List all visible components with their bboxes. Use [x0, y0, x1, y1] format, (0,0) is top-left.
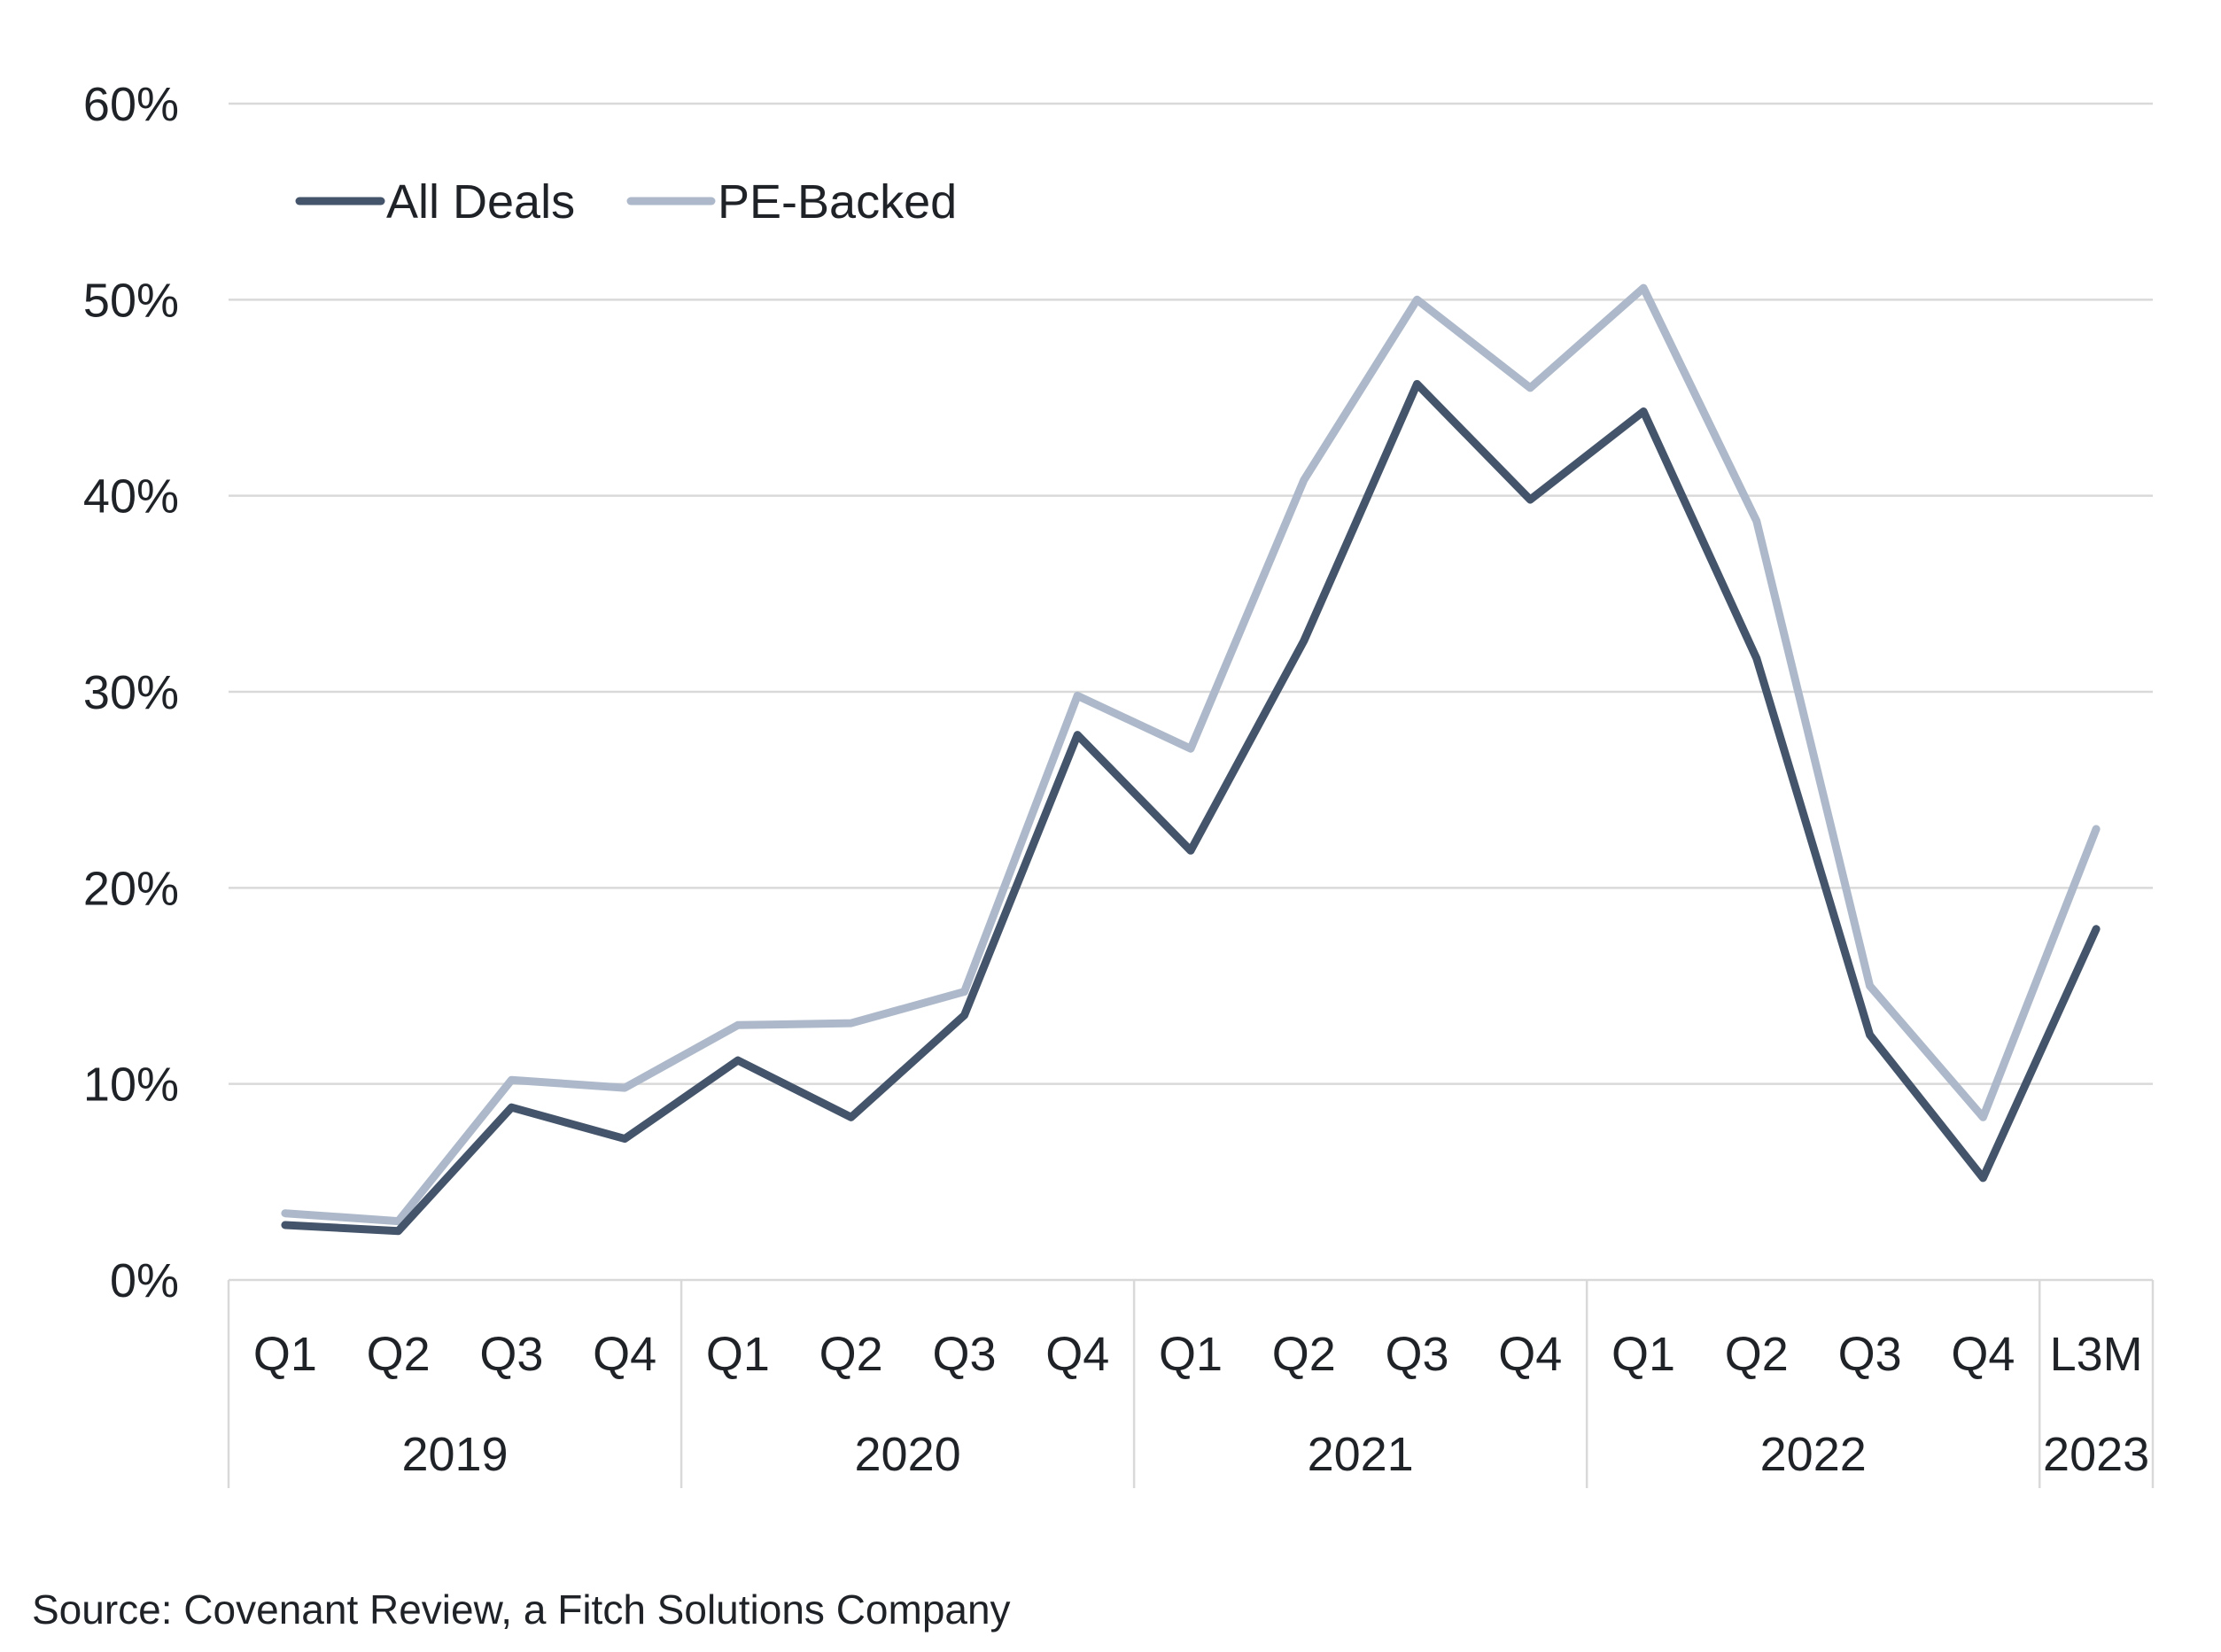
legend-label: All Deals [386, 175, 575, 229]
x-tick-label: Q4 [1498, 1328, 1562, 1381]
x-tick-label: Q1 [1611, 1328, 1675, 1381]
x-tick-label: Q3 [932, 1328, 996, 1381]
gridlines [229, 102, 2153, 1085]
legend: All Deals PE-Backed [295, 175, 957, 229]
x-tick-label: Q2 [1272, 1328, 1336, 1381]
x-tick-label: Q4 [1951, 1328, 2015, 1381]
x-tick-label: Q3 [1386, 1328, 1449, 1381]
x-tick-label: Q2 [819, 1328, 883, 1381]
series-lines [281, 283, 2101, 1236]
x-axis: Q1 Q2 Q3 Q4 Q1 Q2 Q3 Q4 Q1 Q2 Q3 Q4 Q1 Q2 Q3 Q4 L3M 2019 2… [227, 1278, 2155, 1488]
x-group-label: 2019 [401, 1428, 508, 1481]
y-tick-label: 0% [110, 1254, 179, 1307]
y-tick-label: 50% [83, 274, 179, 327]
x-tick-label: Q2 [1725, 1328, 1789, 1381]
x-tick-label: Q1 [1159, 1328, 1223, 1381]
x-group-label: 2023 [2043, 1428, 2149, 1481]
source-note: Source: Covenant Review, a Fitch Solutio… [32, 1586, 1011, 1633]
y-tick-label: 60% [83, 78, 179, 131]
y-tick-label: 20% [83, 862, 179, 915]
x-tick-label: Q3 [479, 1328, 543, 1381]
x-tick-label: Q3 [1838, 1328, 1902, 1381]
y-axis: 0% 10% 20% 30% 40% 50% 60% [83, 78, 179, 1307]
x-tick-label: Q2 [367, 1328, 431, 1381]
series-line-pe-backed [281, 283, 2101, 1226]
x-group-label: 2022 [1760, 1428, 1867, 1481]
x-tick-label: Q1 [706, 1328, 770, 1381]
series-line-all-deals [281, 380, 2101, 1236]
x-tick-label: L3M [2050, 1328, 2143, 1381]
y-tick-label: 10% [83, 1059, 179, 1112]
y-tick-label: 30% [83, 666, 179, 719]
x-tick-label: Q4 [1045, 1328, 1109, 1381]
x-tick-label: Q4 [593, 1328, 656, 1381]
y-tick-label: 40% [83, 470, 179, 524]
x-group-label: 2020 [855, 1428, 961, 1481]
legend-label: PE-Backed [718, 175, 957, 229]
x-tick-label: Q1 [253, 1328, 317, 1381]
x-group-label: 2021 [1308, 1428, 1414, 1481]
